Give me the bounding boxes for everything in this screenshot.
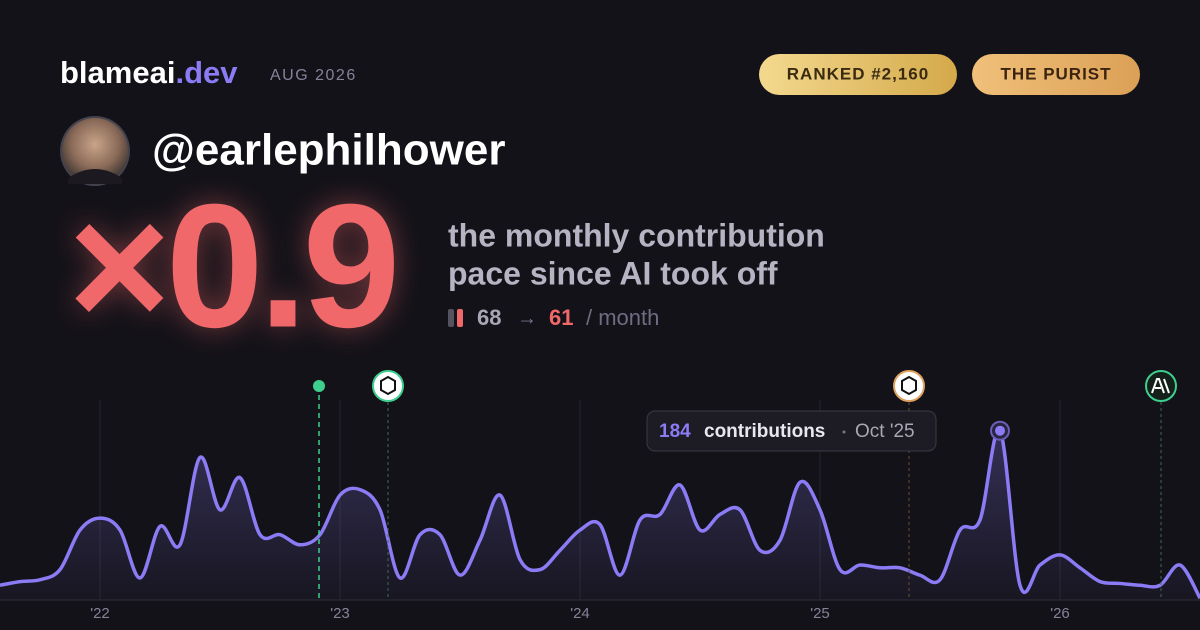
tooltip (646, 410, 937, 452)
after-value: 61 (549, 305, 573, 330)
event-logo (901, 375, 917, 396)
brand-name: blameai (60, 55, 175, 90)
event-icon (372, 370, 404, 402)
headline-line: the monthly contribution (448, 217, 825, 253)
brand: blameai.dev (60, 55, 238, 90)
handle: @earlephilhower (152, 126, 505, 175)
rank-label: RANKED #2,160 (787, 64, 929, 83)
avatar-shirt (68, 169, 122, 184)
event-logo (380, 375, 396, 396)
multiplier-glow: ×0.9 (68, 168, 395, 364)
x-tick-label: '23 (330, 605, 350, 622)
x-tick-label: '26 (1050, 605, 1070, 622)
tooltip-separator (842, 430, 846, 434)
event-icon (893, 370, 925, 402)
rank-badge (759, 54, 957, 95)
persona-badge (972, 54, 1140, 95)
brand-tld: .dev (175, 55, 238, 90)
event-logo (1151, 378, 1170, 394)
pace-icon (448, 309, 454, 327)
period: AUG 2026 (270, 67, 357, 84)
multiplier: ×0.9 (68, 168, 395, 364)
event-dot (313, 380, 325, 392)
unit: / month (586, 305, 659, 330)
x-tick-label: '24 (570, 605, 590, 622)
x-tick-label: '25 (810, 605, 830, 622)
arrow: → (517, 307, 537, 329)
peak-point (995, 425, 1005, 436)
pace-icon (457, 309, 463, 327)
series-line (0, 428, 1200, 600)
avatar (62, 118, 128, 184)
tooltip-unit: contributions (704, 421, 825, 442)
tooltip-date: Oct '25 (855, 421, 915, 442)
chart: '22 '23 '24 '25 '26 (0, 400, 1200, 622)
tooltip-value: 184 (659, 421, 691, 442)
series-area (0, 429, 1200, 600)
before-value: 68 (477, 305, 501, 330)
persona-label: THE PURIST (1000, 64, 1111, 83)
x-tick-label: '22 (90, 605, 110, 622)
headline-line: pace since AI took off (448, 255, 778, 291)
